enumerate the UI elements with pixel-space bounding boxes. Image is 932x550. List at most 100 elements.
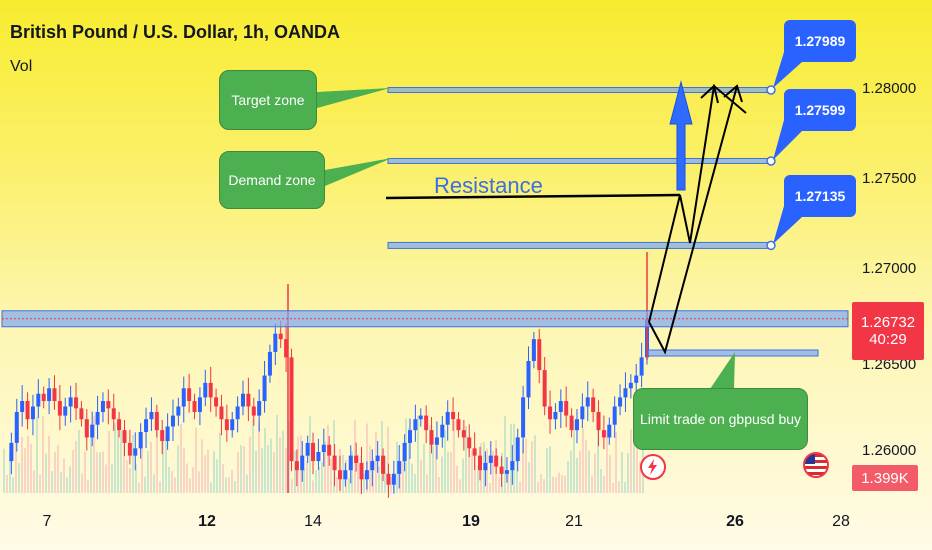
volume-bar bbox=[183, 448, 185, 493]
volume-bar bbox=[30, 443, 32, 493]
target-zone-callout[interactable]: Target zone bbox=[219, 70, 317, 130]
target-callout-tail bbox=[317, 88, 390, 108]
y-tick-label: 1.26500 bbox=[862, 356, 917, 373]
x-tick-label: 14 bbox=[304, 513, 322, 530]
bar-countdown: 40:29 bbox=[869, 331, 907, 348]
trade-path-up bbox=[648, 85, 738, 355]
zone-end-handle bbox=[766, 85, 776, 95]
volume-bar bbox=[192, 466, 194, 493]
candle-body bbox=[456, 419, 461, 431]
candle-body bbox=[510, 461, 515, 471]
volume-bar bbox=[120, 430, 122, 493]
candle-body bbox=[553, 411, 558, 420]
limit-trade-callout[interactable]: Limit trade on gbpusd buy bbox=[633, 388, 808, 450]
volume-bar bbox=[267, 444, 269, 493]
candle-body bbox=[321, 444, 326, 452]
current-zone-band bbox=[1, 310, 849, 328]
volume-bar bbox=[87, 479, 89, 493]
us-flag-icon[interactable] bbox=[803, 452, 829, 478]
volume-bar bbox=[45, 453, 47, 493]
candle-body bbox=[478, 455, 483, 471]
volume-bar bbox=[315, 470, 317, 493]
candle-body bbox=[424, 415, 429, 431]
volume-bar bbox=[606, 430, 608, 493]
volume-bar bbox=[33, 470, 35, 493]
candle-body bbox=[267, 351, 272, 376]
candle-body bbox=[235, 406, 240, 420]
current-price-tag: 1.26732 40:29 bbox=[852, 302, 924, 360]
candle-body bbox=[176, 406, 181, 416]
candle-body bbox=[499, 466, 504, 474]
volume-bar bbox=[15, 441, 17, 493]
volume-bar bbox=[312, 480, 314, 493]
volume-bar bbox=[357, 454, 359, 493]
volume-bar bbox=[258, 420, 260, 493]
volume-bar bbox=[168, 466, 170, 493]
volume-label: Vol bbox=[10, 58, 33, 75]
volume-value-tag: 1.399K bbox=[852, 465, 918, 491]
candle-body bbox=[332, 455, 337, 471]
price-label-2[interactable]: 1.27599 bbox=[784, 89, 856, 131]
candle-body bbox=[144, 419, 149, 432]
candle-body bbox=[634, 375, 639, 383]
volume-bar bbox=[426, 474, 428, 493]
candle-body bbox=[440, 424, 445, 438]
candle-body bbox=[483, 462, 488, 471]
volume-bar bbox=[288, 421, 290, 493]
volume-bar bbox=[105, 464, 107, 493]
candle-body bbox=[133, 448, 138, 456]
candle-body bbox=[170, 415, 175, 427]
volume-bar bbox=[66, 477, 68, 493]
candle-body bbox=[397, 461, 402, 474]
volume-bar bbox=[633, 415, 635, 493]
volume-bar bbox=[156, 420, 158, 493]
candle-body bbox=[68, 397, 73, 407]
volume-bar bbox=[558, 472, 560, 493]
volume-bar bbox=[435, 440, 437, 493]
volume-bar bbox=[261, 448, 263, 493]
volume-bar bbox=[90, 435, 92, 493]
volume-bar bbox=[447, 451, 449, 493]
volume-bar bbox=[594, 453, 596, 493]
volume-bar bbox=[96, 452, 98, 493]
candle-body bbox=[74, 397, 79, 409]
volume-bar bbox=[477, 466, 479, 493]
candle-body bbox=[542, 370, 547, 407]
lightning-icon[interactable] bbox=[640, 454, 666, 480]
candle-body bbox=[117, 419, 122, 431]
candle-body bbox=[526, 361, 531, 398]
volume-bar bbox=[369, 445, 371, 493]
volume-bar bbox=[453, 420, 455, 493]
volume-bar bbox=[144, 476, 146, 493]
volume-bar bbox=[189, 478, 191, 493]
candle-body bbox=[628, 382, 633, 389]
volume-bar bbox=[57, 444, 59, 493]
price-label-3[interactable]: 1.27135 bbox=[784, 175, 856, 217]
volume-bar bbox=[114, 422, 116, 493]
x-tick-label: 19 bbox=[462, 513, 480, 530]
volume-bar bbox=[396, 441, 398, 493]
demand-zone-callout[interactable]: Demand zone bbox=[219, 151, 325, 209]
volume-bar bbox=[555, 477, 557, 493]
candle-body bbox=[359, 462, 364, 480]
volume-bar bbox=[621, 451, 623, 493]
volume-bar bbox=[99, 452, 101, 493]
candle-body bbox=[90, 424, 95, 438]
candle-body bbox=[418, 415, 423, 420]
x-tick-label: 26 bbox=[726, 513, 744, 530]
volume-bar bbox=[468, 445, 470, 493]
volume-bar bbox=[414, 473, 416, 493]
volume-bar bbox=[429, 425, 431, 493]
volume-bar bbox=[255, 450, 257, 493]
candle-body bbox=[564, 401, 569, 416]
volume-bar bbox=[330, 458, 332, 493]
volume-bar bbox=[210, 482, 212, 493]
volume-bar bbox=[600, 468, 602, 493]
price-label-1[interactable]: 1.27989 bbox=[784, 20, 856, 62]
volume-bar bbox=[42, 416, 44, 493]
volume-bar bbox=[216, 459, 218, 493]
candle-body bbox=[574, 419, 579, 431]
volume-bar bbox=[441, 456, 443, 493]
